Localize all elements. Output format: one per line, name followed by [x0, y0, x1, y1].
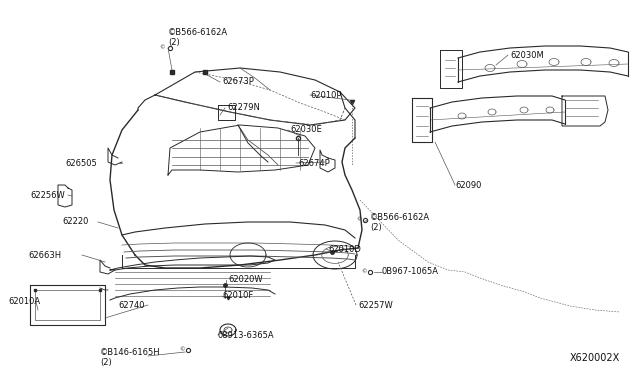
Text: ©B566-6162A
(2): ©B566-6162A (2): [168, 28, 228, 47]
Text: ©: ©: [179, 347, 185, 353]
Text: ©B566-6162A
(2): ©B566-6162A (2): [370, 213, 430, 232]
Text: 62030E: 62030E: [290, 125, 322, 135]
Text: ©: ©: [356, 218, 362, 222]
Text: X620002X: X620002X: [570, 353, 620, 363]
Text: ©: ©: [159, 45, 165, 51]
Text: 626505: 626505: [65, 158, 97, 167]
Text: 62663H: 62663H: [28, 250, 61, 260]
Text: 08913-6365A: 08913-6365A: [218, 330, 275, 340]
Text: 62010P: 62010P: [310, 90, 342, 99]
Text: ©: ©: [362, 269, 367, 275]
Text: 62257W: 62257W: [358, 301, 393, 310]
Text: 0B967-1065A: 0B967-1065A: [382, 267, 439, 276]
Text: 62674P: 62674P: [298, 158, 330, 167]
Text: 62030M: 62030M: [510, 51, 544, 60]
Text: ©B146-6165H
(2): ©B146-6165H (2): [100, 348, 161, 368]
Text: 62673P: 62673P: [222, 77, 254, 87]
Text: 62010D: 62010D: [328, 244, 361, 253]
Text: 62220: 62220: [62, 218, 88, 227]
Text: 62090: 62090: [455, 180, 481, 189]
Text: 62740: 62740: [118, 301, 145, 310]
Text: 62279N: 62279N: [227, 103, 260, 112]
Text: 62010A: 62010A: [8, 298, 40, 307]
Text: 62010F: 62010F: [222, 292, 253, 301]
Text: 62020W: 62020W: [228, 276, 262, 285]
Text: 62256W: 62256W: [30, 190, 65, 199]
